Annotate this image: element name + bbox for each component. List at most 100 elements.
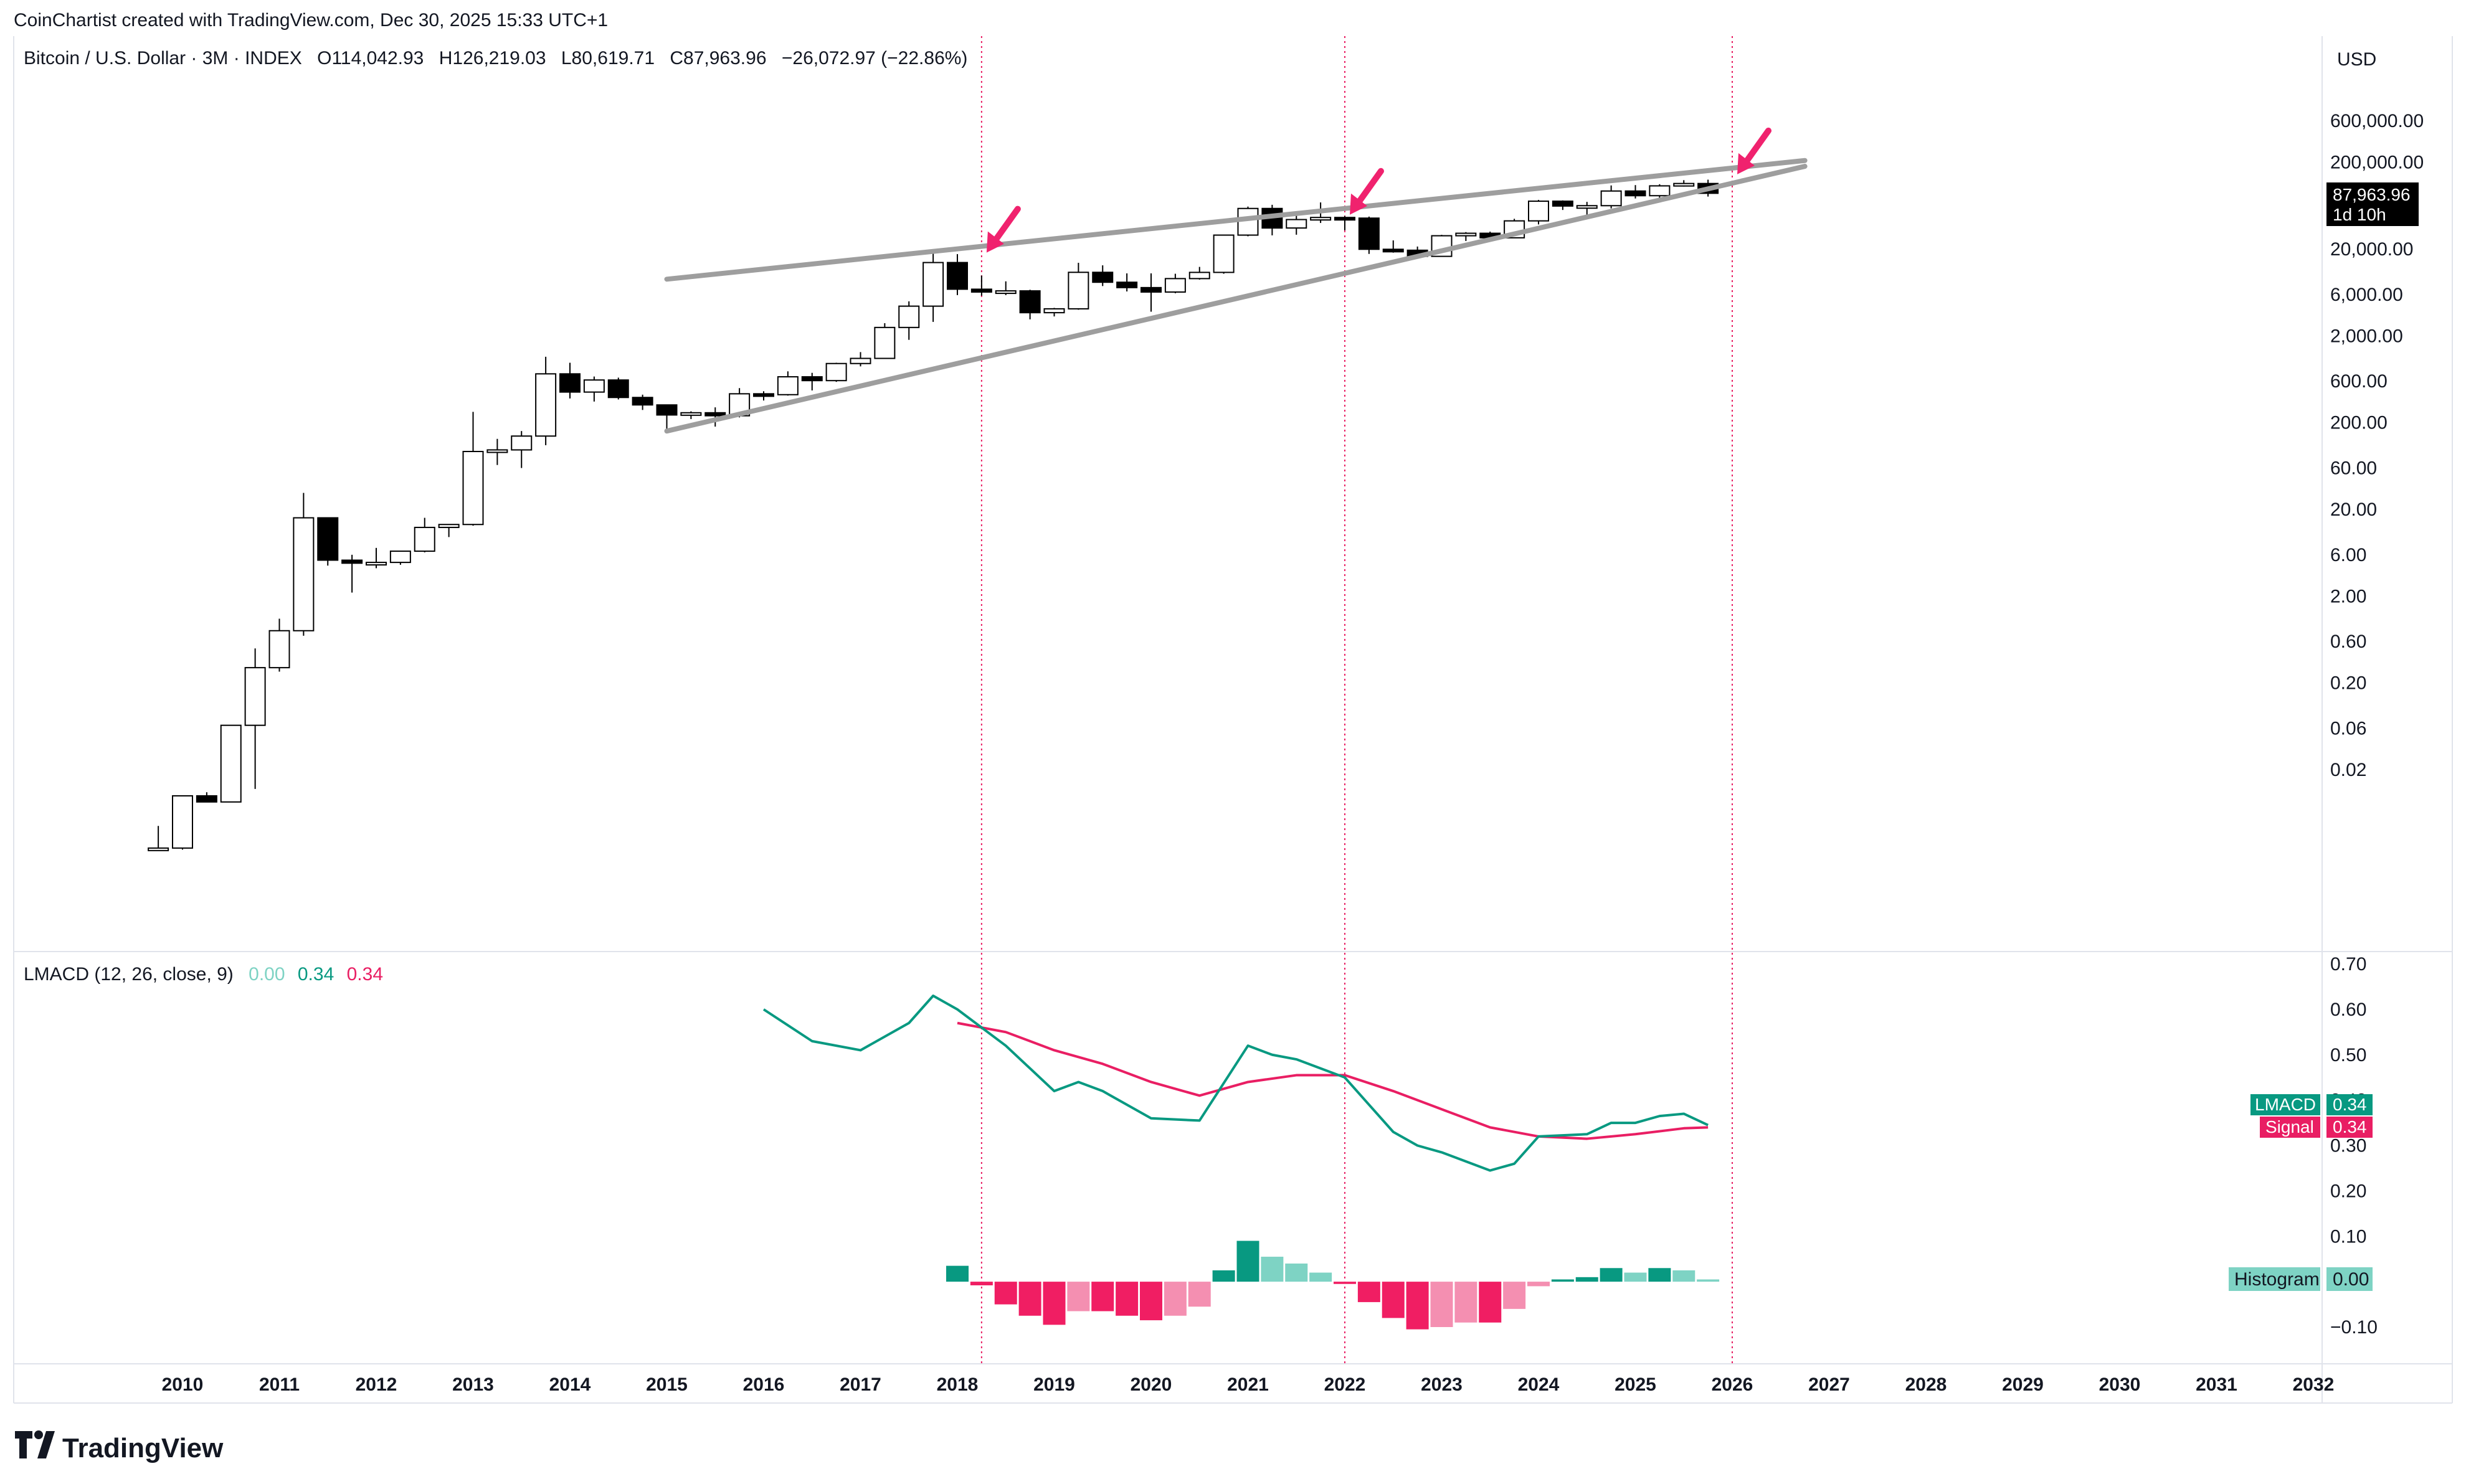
- candle-body: [511, 435, 533, 451]
- candle-body: [1116, 281, 1138, 288]
- candle-body: [777, 376, 799, 395]
- candle-body: [607, 379, 629, 399]
- year-tick-label: 2027: [1808, 1374, 1850, 1395]
- year-tick-label: 2022: [1324, 1374, 1366, 1395]
- histogram-bar: [946, 1265, 969, 1282]
- year-tick-label: 2020: [1131, 1374, 1172, 1395]
- candle-body: [825, 362, 847, 382]
- histogram-bar: [1188, 1282, 1211, 1307]
- lmacd-line: [762, 995, 1709, 1172]
- year-tick-label: 2028: [1905, 1374, 1947, 1395]
- histogram-bar: [1527, 1282, 1550, 1287]
- candle-body: [1286, 219, 1307, 229]
- candle-body: [220, 724, 242, 803]
- histogram-bar: [1624, 1272, 1647, 1282]
- histogram-tag: Histogram 0.00: [2229, 1267, 2373, 1291]
- svg-text:Bitcoin / U.S. Dollar · 3M · I: Bitcoin / U.S. Dollar · 3M · INDEX O114,…: [24, 48, 967, 69]
- ohlc-high: H126,219.03: [439, 48, 546, 69]
- price-tick-label: 20,000.00: [2330, 239, 2413, 260]
- price-tick-label: 0.60: [2330, 631, 2366, 652]
- histogram-bar: [1648, 1268, 1671, 1282]
- tradingview-logo-text: TradingView: [62, 1433, 224, 1463]
- candle-body: [850, 357, 871, 364]
- candle-body: [922, 262, 944, 307]
- tradingview-logo[interactable]: TradingView: [15, 1430, 224, 1463]
- time-axis: 2010 2011 2012 2013 2014 2015 2016 2017 2018 2019…: [162, 1374, 2335, 1395]
- year-tick-label: 2026: [1712, 1374, 1753, 1395]
- histogram-bar: [1116, 1282, 1139, 1316]
- bar-countdown: 1d 10h: [2333, 205, 2386, 224]
- annotation-arrow-shaft: [1353, 168, 1384, 209]
- candle-body: [148, 847, 169, 851]
- histogram-bar: [1600, 1268, 1623, 1282]
- year-tick-label: 2018: [937, 1374, 979, 1395]
- year-tick-label: 2032: [2293, 1374, 2335, 1395]
- histogram-bar: [1430, 1282, 1453, 1327]
- candle-body: [1310, 217, 1332, 221]
- ohlc-open: O114,042.93: [317, 48, 424, 69]
- signal-tag: Signal 0.34: [2260, 1117, 2373, 1138]
- svg-text:LMACD: LMACD: [2255, 1095, 2316, 1114]
- price-tick-label: 6.00: [2330, 545, 2366, 565]
- histogram-bar: [994, 1282, 1017, 1305]
- year-tick-label: 2016: [743, 1374, 785, 1395]
- candle-body: [947, 262, 968, 290]
- indicator-tick-label: 0.30: [2330, 1136, 2366, 1156]
- candle-body: [704, 412, 726, 417]
- candle-body: [680, 412, 702, 416]
- histogram-bar: [1503, 1282, 1526, 1309]
- year-tick-label: 2025: [1615, 1374, 1656, 1395]
- price-tick-label: 0.02: [2330, 760, 2366, 780]
- year-tick-label: 2015: [646, 1374, 688, 1395]
- candle-body: [1673, 182, 1695, 187]
- signal-line: [957, 1021, 1709, 1140]
- indicator-name: LMACD (12, 26, close, 9): [24, 964, 234, 985]
- histogram-bar: [1018, 1282, 1041, 1316]
- candle-body: [1528, 201, 1549, 222]
- candle-body: [438, 524, 460, 528]
- indicator-tick-label: 0.10: [2330, 1226, 2366, 1247]
- candle-body: [389, 551, 411, 564]
- wedge-trendlines: [664, 158, 1808, 434]
- currency-selector[interactable]: USD: [2328, 42, 2446, 75]
- price-tick-label: 6,000.00: [2330, 285, 2403, 305]
- candle-body: [970, 288, 992, 293]
- signal-tag-value: 0.34: [2333, 1117, 2367, 1137]
- year-tick-label: 2017: [840, 1374, 881, 1395]
- lmacd-histogram: [946, 1241, 1720, 1330]
- candle-body: [1019, 290, 1041, 314]
- candle-body: [559, 373, 581, 393]
- histogram-bar: [1672, 1270, 1695, 1282]
- histogram-tag-value: 0.00: [2333, 1269, 2369, 1290]
- histogram-bar: [1285, 1263, 1308, 1282]
- candle-body: [1649, 185, 1671, 197]
- candle-body: [1552, 201, 1573, 207]
- indicator-signal-value: 0.34: [347, 964, 383, 985]
- indicator-tick-label: 0.70: [2330, 954, 2366, 975]
- candle-body: [995, 290, 1017, 295]
- histogram-bar: [1164, 1282, 1187, 1316]
- tradingview-logo-icon: [15, 1430, 55, 1458]
- candle-body: [1334, 217, 1355, 221]
- candle-body: [1043, 308, 1065, 314]
- indicator-hist-value: 0.00: [249, 964, 285, 985]
- annotation-arrow-shaft: [1740, 127, 1771, 169]
- histogram-bar: [1357, 1282, 1380, 1302]
- candle-body: [1358, 217, 1380, 250]
- year-tick-label: 2023: [1421, 1374, 1463, 1395]
- indicator-legend[interactable]: LMACD (12, 26, close, 9) 0.00 0.34 0.34: [24, 964, 383, 985]
- svg-text:Signal: Signal: [2265, 1117, 2314, 1137]
- candle-body: [196, 795, 217, 803]
- price-tick-label: 200,000.00: [2330, 153, 2424, 173]
- candle-body: [583, 379, 605, 393]
- price-tick-label: 2.00: [2330, 586, 2366, 607]
- candle-body: [656, 404, 678, 416]
- last-price-tag: 87,963.96 1d 10h: [2326, 182, 2419, 226]
- candle-body: [632, 397, 653, 406]
- year-tick-label: 2011: [259, 1374, 300, 1395]
- indicator-tick-label: −0.10: [2330, 1317, 2378, 1338]
- price-tick-label: 600.00: [2330, 371, 2388, 392]
- year-tick-label: 2024: [1518, 1374, 1560, 1395]
- histogram-bar: [1309, 1272, 1332, 1282]
